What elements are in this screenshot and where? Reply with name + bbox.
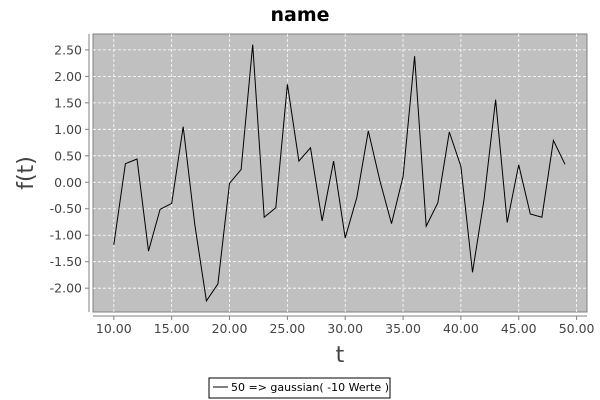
x-tick-label: 40.00 — [443, 321, 479, 336]
y-tick-label: 0.00 — [54, 175, 82, 190]
series-line — [113, 44, 566, 303]
y-tick-label: -1.50 — [50, 254, 82, 269]
y-tick-label: 2.50 — [54, 42, 82, 57]
plot-area — [92, 33, 588, 313]
x-tick-label: 45.00 — [501, 321, 537, 336]
x-tick-label: 35.00 — [385, 321, 421, 336]
y-tick-label: 0.50 — [54, 148, 82, 163]
y-tick-label: 1.00 — [54, 122, 82, 137]
x-tick-label: 10.00 — [96, 321, 132, 336]
x-tick-label: 20.00 — [212, 321, 248, 336]
x-tick-label: 50.00 — [559, 321, 595, 336]
x-axis-label: t — [336, 343, 345, 368]
y-tick-label: -2.00 — [50, 281, 82, 296]
y-tick-label: -0.50 — [50, 201, 82, 216]
legend: 50 => gaussian( -10 Werte ) — [208, 377, 391, 399]
y-tick-label: 1.50 — [54, 95, 82, 110]
y-tick-label: -1.00 — [50, 228, 82, 243]
legend-label: 50 => gaussian( -10 Werte ) — [231, 381, 389, 394]
series-layer — [113, 44, 566, 303]
axes: 2.50 2.00 1.50 1.00 0.50 0.00 -0.50 -1.00 -1.50 -… — [50, 34, 595, 336]
y-tick-label: 2.00 — [54, 69, 82, 84]
x-tick-label: 30.00 — [327, 321, 363, 336]
x-tick-label: 25.00 — [269, 321, 305, 336]
x-tick-label: 15.00 — [154, 321, 190, 336]
chart-title: name — [270, 4, 329, 26]
y-axis-label: f(t) — [14, 156, 39, 190]
legend-box — [208, 377, 391, 399]
